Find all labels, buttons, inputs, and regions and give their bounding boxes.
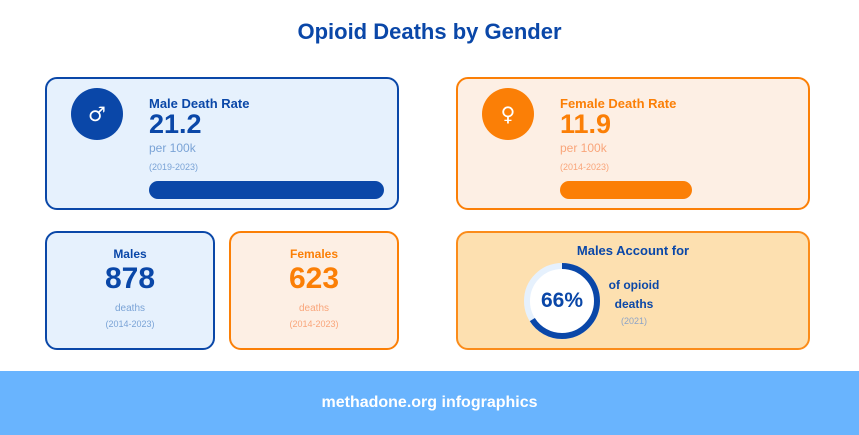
female-rate-value: 11.9 <box>560 109 612 139</box>
footer-banner: methadone.org infographics <box>0 371 859 435</box>
females-deaths-card: Females 623 deaths (2014-2023) <box>229 231 399 350</box>
male-symbol-icon: ♂ <box>71 88 123 140</box>
share-description: of opioid deaths <box>608 278 660 311</box>
males-deaths-card: Males 878 deaths (2014-2023) <box>45 231 215 350</box>
female-death-rate-card: ♀ Female Death Rate 11.9 per 100k (2014-… <box>456 77 810 210</box>
footer-text: methadone.org infographics <box>321 394 538 411</box>
share-year: (2021) <box>620 316 647 326</box>
female-rate-range: (2014-2023) <box>560 162 610 172</box>
male-rate-value: 21.2 <box>149 109 202 139</box>
males-count: 878 <box>104 262 156 295</box>
male-rate-label: Male Death Rate <box>149 96 250 111</box>
female-rate-bar <box>560 181 692 199</box>
share-percent: 66% <box>540 289 584 312</box>
females-range: (2014-2023) <box>289 319 339 329</box>
males-label: Males <box>113 247 147 261</box>
male-rate-range: (2019-2023) <box>149 162 199 172</box>
males-share-card: Males Account for 66% of opioid deaths (… <box>456 231 810 350</box>
male-rate-bar <box>149 181 384 199</box>
page-title: Opioid Deaths by Gender <box>297 19 562 44</box>
share-donut-chart <box>524 263 600 339</box>
males-unit: deaths <box>114 303 146 314</box>
female-rate-unit: per 100k <box>560 141 607 155</box>
females-count: 623 <box>288 262 340 295</box>
male-death-rate-card: ♂ Male Death Rate 21.2 per 100k (2019-20… <box>45 77 399 210</box>
females-label: Females <box>289 247 339 261</box>
female-rate-label: Female Death Rate <box>560 96 677 111</box>
male-rate-unit: per 100k <box>149 141 196 155</box>
females-unit: deaths <box>298 303 330 314</box>
share-title: Males Account for <box>576 243 690 258</box>
female-symbol-icon: ♀ <box>482 88 534 140</box>
males-range: (2014-2023) <box>105 319 155 329</box>
